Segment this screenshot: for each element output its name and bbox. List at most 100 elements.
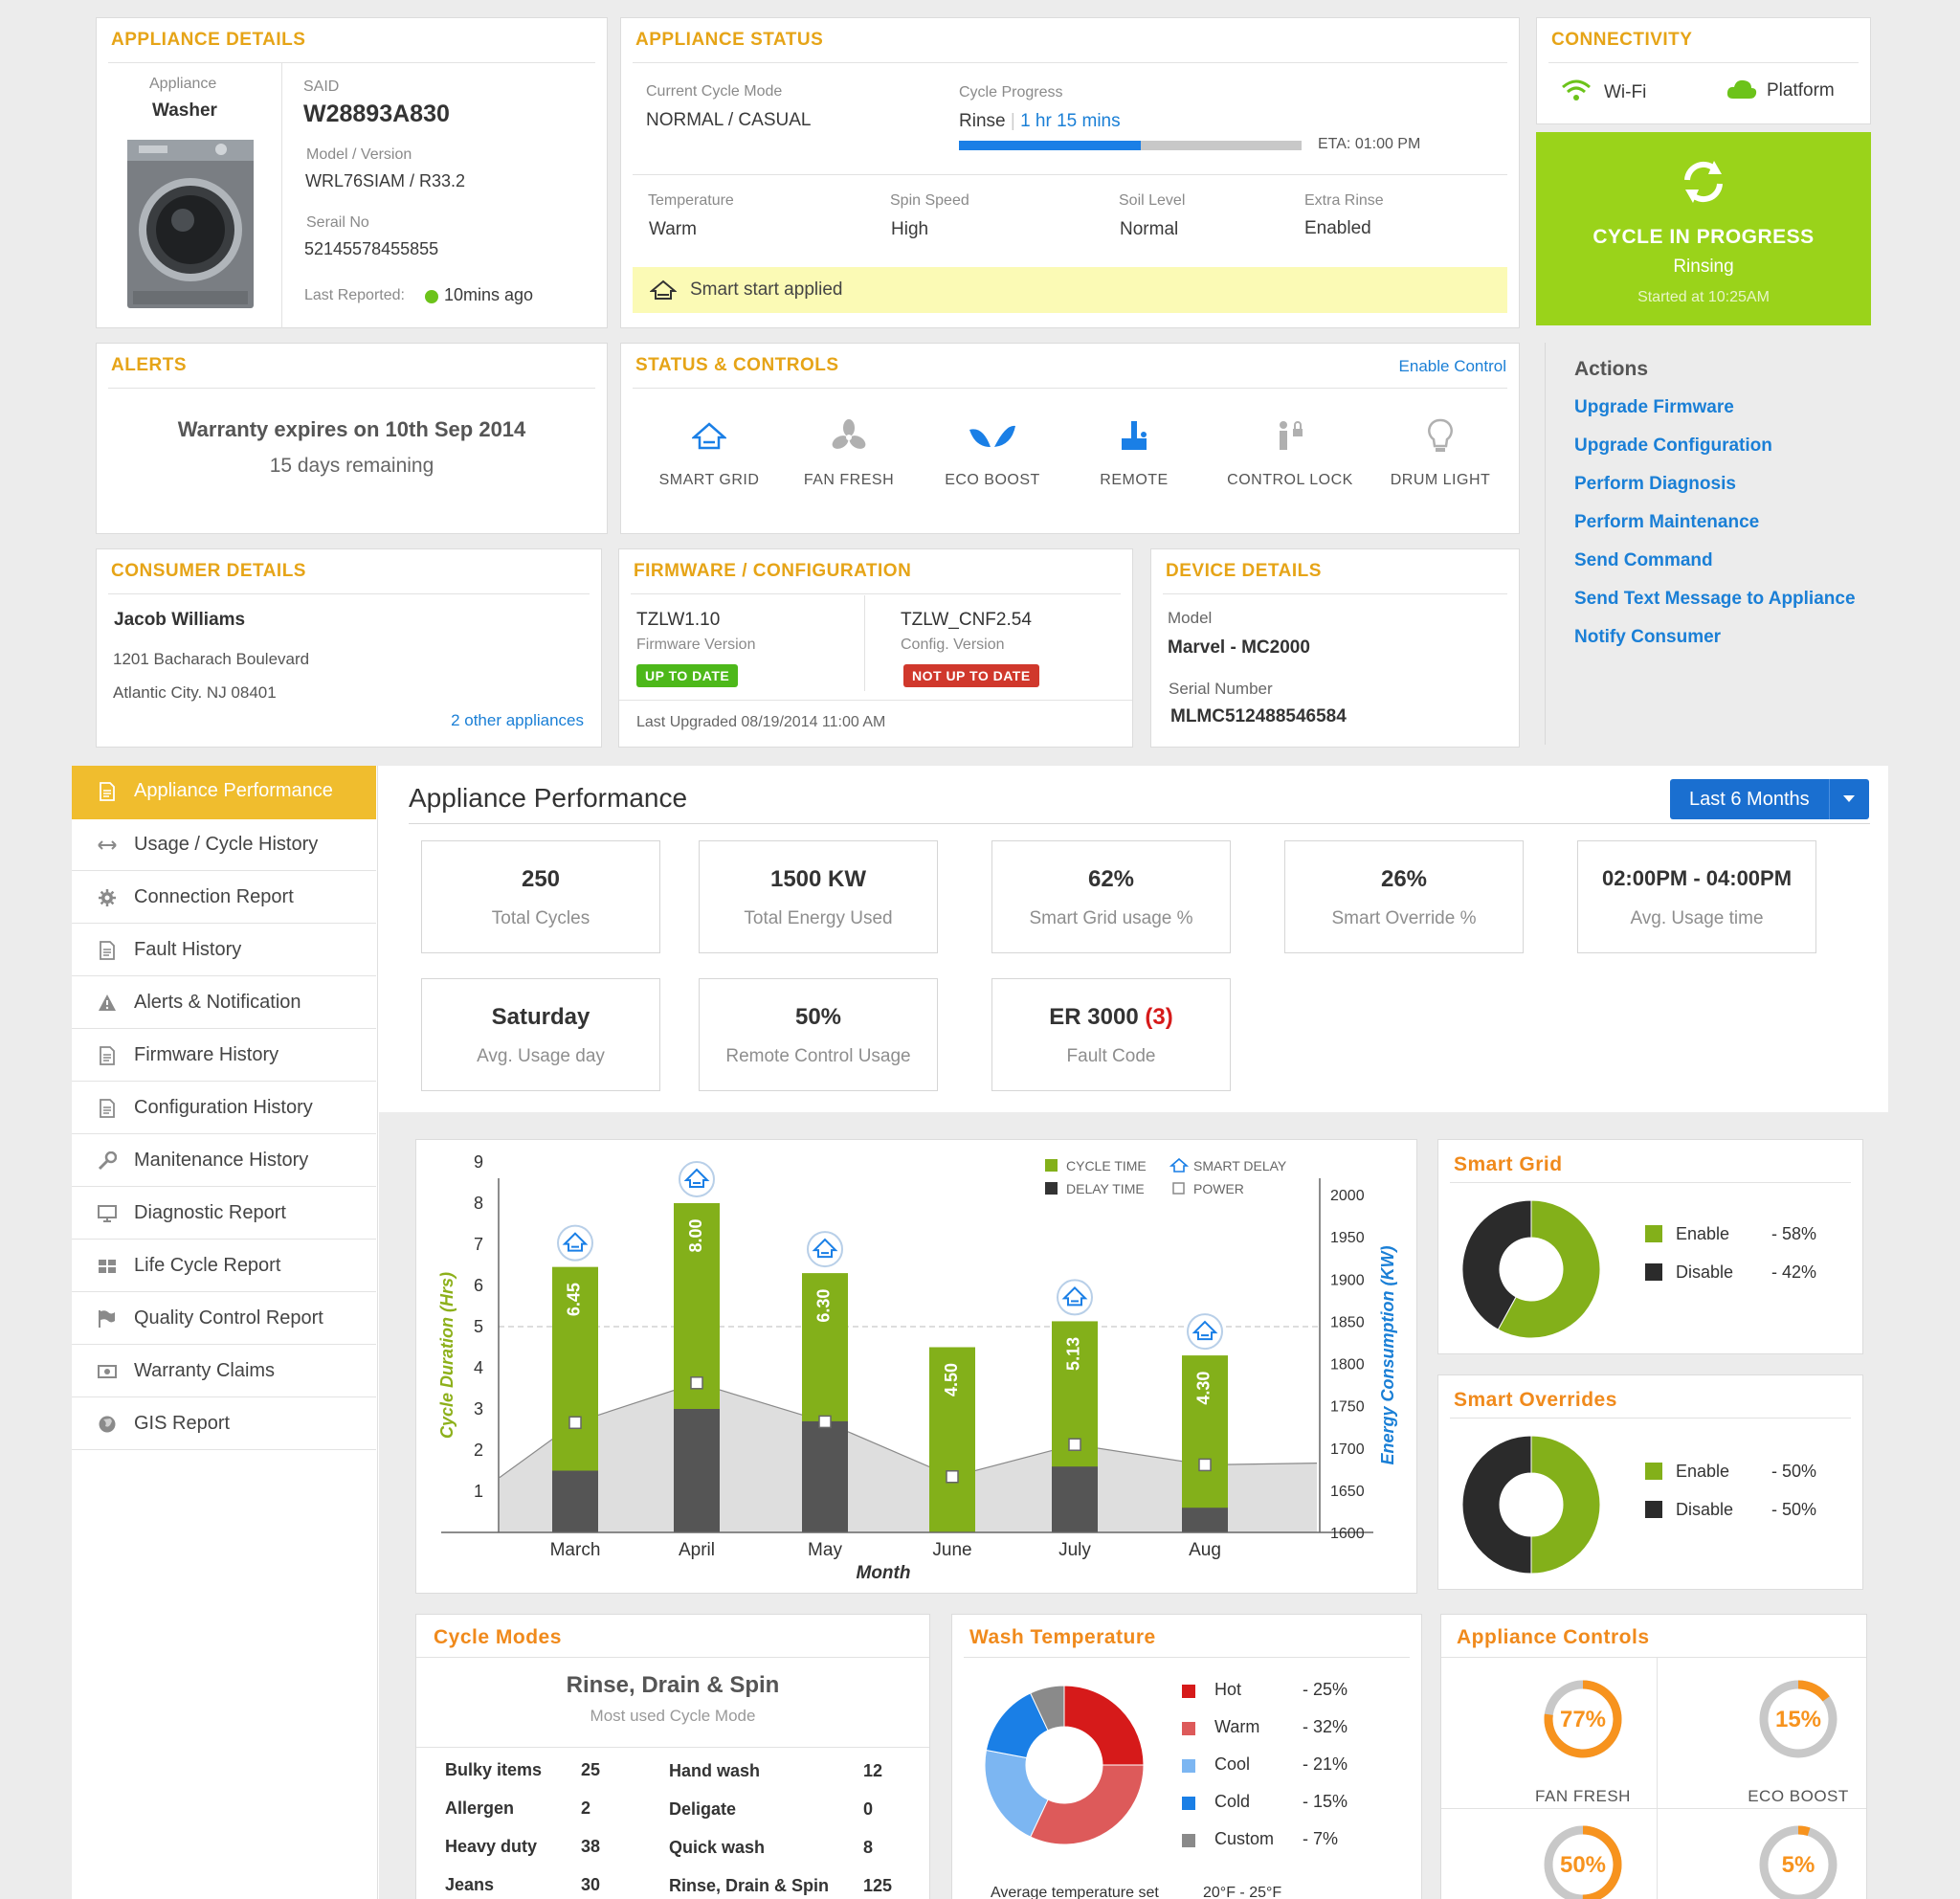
sidebar-item[interactable]: Manitenance History [72, 1135, 376, 1187]
range-select[interactable]: Last 6 Months [1670, 779, 1869, 819]
sidebar-item-label: Firmware History [134, 1044, 279, 1065]
action-notify-consumer[interactable]: Notify Consumer [1574, 627, 1722, 647]
control-fan-fresh[interactable]: FAN FRESH [777, 413, 921, 489]
card-title: Smart Grid [1454, 1153, 1563, 1175]
cycle-banner-title: CYCLE IN PROGRESS [1592, 226, 1815, 248]
sidebar-item[interactable]: Configuration History [72, 1083, 376, 1134]
cycle-mode-name: Bulky items [445, 1760, 543, 1779]
last-reported-label: Last Reported: [304, 287, 405, 303]
device-details-card: DEVICE DETAILS Model Marvel - MC2000 Ser… [1150, 548, 1520, 748]
control-drum-light[interactable]: DRUM LIGHT [1369, 413, 1512, 489]
cycle-mode-name: Deligate [669, 1799, 737, 1819]
kpi-value: 50% [794, 1004, 842, 1030]
sidebar-item-label: Life Cycle Report [134, 1255, 281, 1276]
action-send-text-message[interactable]: Send Text Message to Appliance [1574, 589, 1856, 609]
cycle-mode-name: Rinse, Drain & Spin [669, 1876, 830, 1895]
y2-tick-label: 1950 [1330, 1230, 1365, 1246]
control-control-lock[interactable]: CONTROL LOCK [1218, 413, 1362, 489]
legend-enable: Enable - 58% [1645, 1224, 1816, 1244]
action-send-command[interactable]: Send Command [1574, 550, 1713, 570]
sidebar-item[interactable]: Appliance Performance [72, 766, 376, 820]
last-reported-value: 10mins ago [444, 285, 534, 304]
cycle-mode-name: Jeans [445, 1875, 495, 1894]
sidebar-item[interactable]: Warranty Claims [72, 1346, 376, 1397]
document-icon [98, 782, 117, 801]
device-model-value: Marvel - MC2000 [1168, 637, 1310, 658]
sidebar-item[interactable]: Quality Control Report [72, 1293, 376, 1345]
card-title: STATUS & CONTROLS [635, 355, 839, 375]
card-title: Appliance Controls [1457, 1626, 1650, 1648]
smart-grid-donut [1461, 1199, 1601, 1339]
alerts-card: ALERTS Warranty expires on 10th Sep 2014… [96, 343, 608, 534]
wrench-icon [98, 1151, 117, 1171]
kpi-label: Total Cycles [491, 908, 590, 928]
sidebar-item-label: Fault History [134, 939, 242, 960]
smart-overrides-card: Smart Overrides Enable - 50% Disable - 50% [1437, 1374, 1863, 1590]
y2-tick-label: 1850 [1330, 1314, 1365, 1330]
sidebar-item[interactable]: Alerts & Notification [72, 977, 376, 1029]
document-icon [98, 941, 117, 960]
chart-legend-item: SMART DELAY [1169, 1157, 1287, 1173]
cycle-modes-card: Cycle Modes Rinse, Drain & Spin Most use… [415, 1614, 930, 1899]
kpi-label: Total Energy Used [744, 908, 893, 928]
sidebar-item[interactable]: Diagnostic Report [72, 1188, 376, 1240]
y2-tick-label: 1600 [1330, 1526, 1365, 1542]
x-tick-label: March [550, 1540, 601, 1560]
cycle-mode-name: Hand wash [669, 1761, 761, 1780]
action-upgrade-configuration[interactable]: Upgrade Configuration [1574, 436, 1772, 456]
enable-control-link[interactable]: Enable Control [1398, 357, 1506, 375]
card-title: CONSUMER DETAILS [111, 561, 306, 581]
cycle-remaining: 1 hr 15 mins [1020, 111, 1121, 131]
card-title: Wash Temperature [969, 1626, 1156, 1648]
cycle-mode-name: Quick wash [669, 1838, 766, 1857]
sidebar-item[interactable]: GIS Report [72, 1398, 376, 1450]
action-upgrade-firmware[interactable]: Upgrade Firmware [1574, 397, 1734, 417]
card-title: Cycle Modes [434, 1626, 562, 1648]
kpi-value-group: ER 3000 (3) [992, 1004, 1230, 1031]
kpi-label: Avg. Usage day [477, 1046, 605, 1066]
performance-title: Appliance Performance [409, 783, 688, 813]
sidebar-item[interactable]: Firmware History [72, 1030, 376, 1082]
action-perform-diagnosis[interactable]: Perform Diagnosis [1574, 474, 1736, 494]
bar-delay-time [802, 1420, 848, 1532]
document-icon [98, 1046, 117, 1065]
sidebar-item-label: Connection Report [134, 886, 294, 907]
sidebar-item[interactable]: Usage / Cycle History [72, 819, 376, 871]
bar-value-label: 4.50 [942, 1363, 961, 1396]
donut-slice [1029, 1764, 1145, 1845]
status-controls-card: STATUS & CONTROLS Enable Control [620, 343, 1520, 534]
appliance-value: Washer [152, 101, 217, 121]
legend-label: Warm [1214, 1717, 1260, 1736]
sidebar-item-label: Manitenance History [134, 1150, 309, 1171]
alert-remaining: 15 days remaining [269, 455, 434, 477]
control-smart-grid[interactable]: SMART GRID [637, 413, 781, 489]
serial-value: 52145578455855 [304, 239, 439, 258]
sidebar-item-label: Usage / Cycle History [134, 834, 319, 855]
smart-delay-icon [1187, 1313, 1223, 1351]
cycle-in-progress-banner: CYCLE IN PROGRESS Rinsing Started at 10:… [1536, 132, 1871, 325]
device-model-label: Model [1168, 609, 1213, 627]
control-eco-boost[interactable]: ECO BOOST [921, 413, 1064, 489]
donut-slice [1461, 1435, 1532, 1575]
firmware-label: Firmware Version [636, 637, 756, 653]
firmware-value: TZLW1.10 [636, 610, 721, 630]
spin-label: Spin Speed [890, 192, 969, 209]
sidebar-item[interactable]: Connection Report [72, 872, 376, 924]
appliance-details-card: APPLIANCE DETAILS Appliance Washer SAID … [96, 17, 608, 328]
model-value: WRL76SIAM / R33.2 [305, 171, 466, 190]
action-perform-maintenance[interactable]: Perform Maintenance [1574, 512, 1760, 532]
donut-slice [1530, 1435, 1601, 1575]
other-appliances-link[interactable]: 2 other appliances [451, 711, 584, 729]
x-tick-label: May [808, 1540, 842, 1560]
sidebar-item[interactable]: Life Cycle Report [72, 1240, 376, 1292]
legend-value: - 50% [1771, 1462, 1817, 1481]
bar-value-label: 8.00 [686, 1218, 705, 1252]
sidebar-item[interactable]: Fault History [72, 925, 376, 976]
sidebar-item-label: Diagnostic Report [134, 1202, 286, 1223]
consumer-address2: Atlantic City. NJ 08401 [113, 683, 277, 702]
control-remote[interactable]: REMOTE [1062, 413, 1206, 489]
last-upgraded: Last Upgraded 08/19/2014 11:00 AM [636, 714, 886, 730]
donut-slice [1461, 1199, 1532, 1330]
legend-cold: Cold - 15% [1182, 1792, 1348, 1812]
legend-value: - 25% [1303, 1680, 1348, 1699]
